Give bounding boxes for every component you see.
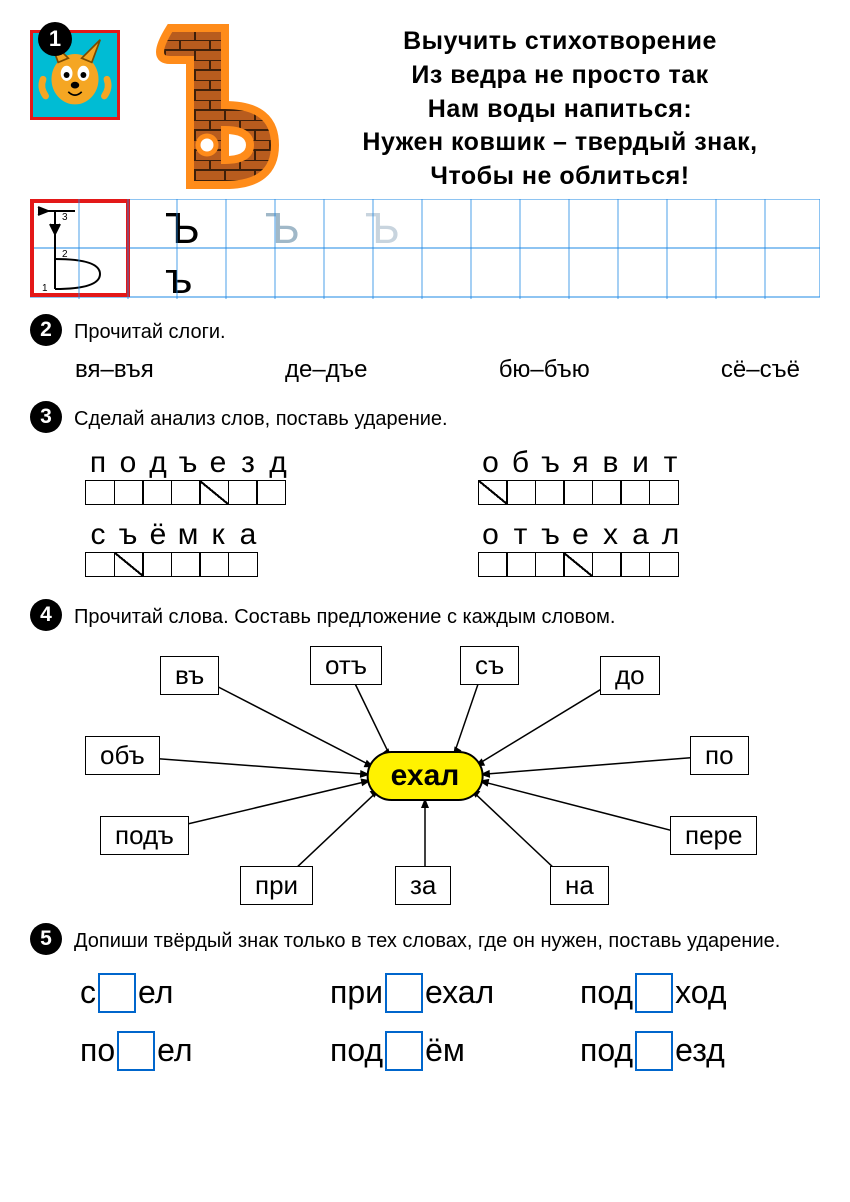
blank-box[interactable]	[635, 1031, 673, 1071]
blank-box[interactable]	[635, 973, 673, 1013]
prefix-box: отъ	[310, 646, 382, 685]
prefix-box: пере	[670, 816, 757, 855]
task-text: Прочитай слоги.	[74, 314, 226, 346]
task-2: 2 Прочитай слоги. вя–въя де–дъе бю–бъю с…	[30, 314, 820, 389]
fillin-word: подём	[330, 1031, 550, 1071]
syllables-row: вя–въя де–дъе бю–бъю сё–съё	[30, 346, 820, 389]
prefix-box: подъ	[100, 816, 189, 855]
prefix-box: въ	[160, 656, 219, 695]
fillin-word: подезд	[580, 1031, 800, 1071]
blank-box[interactable]	[117, 1031, 155, 1071]
syllable: де–дъе	[285, 356, 368, 384]
task-text: Сделай анализ слов, поставь ударение.	[74, 401, 448, 433]
prefix-box: съ	[460, 646, 519, 685]
task-number-1: 1	[38, 22, 72, 56]
task-number-2: 2	[30, 314, 62, 346]
word-diagram: ехал въ отъ съ до объ по подъ пере при за на	[30, 641, 820, 911]
task-number-5: 5	[30, 923, 62, 955]
fillin-word: подход	[580, 973, 800, 1013]
task-3: 3 Сделай анализ слов, поставь ударение. …	[30, 401, 820, 587]
syllable: сё–съё	[721, 356, 800, 384]
letter-illustration	[135, 20, 285, 190]
diagram-center: ехал	[367, 751, 484, 801]
syllable: бю–бъю	[499, 356, 590, 384]
blank-box[interactable]	[385, 973, 423, 1013]
prefix-box: на	[550, 866, 609, 905]
analysis-word: отъехал	[478, 520, 791, 577]
fillin-word: сел	[80, 973, 300, 1013]
prefix-box: по	[690, 736, 749, 775]
prefix-box: объ	[85, 736, 160, 775]
poem-line: Нам воды напиться:	[300, 93, 820, 127]
poem-line: Выучить стихотворение	[300, 25, 820, 59]
task-5: 5 Допиши твёрдый знак только в тех слова…	[30, 923, 820, 1081]
prefix-box: за	[395, 866, 451, 905]
task-number-3: 3	[30, 401, 62, 433]
header-section: Выучить стихотворение Из ведра не просто…	[30, 20, 820, 194]
fillin-word: приехал	[330, 973, 550, 1013]
poem-line: Чтобы не облиться!	[300, 160, 820, 194]
task-number-4: 4	[30, 599, 62, 631]
task-text: Допиши твёрдый знак только в тех словах,…	[74, 923, 780, 955]
analysis-word: съёмка	[85, 520, 398, 577]
analysis-grid: подъезд объявит съёмка отъехал	[30, 433, 820, 587]
analysis-word: объявит	[478, 448, 791, 505]
writing-grid: 3 2 1 Ъ ъ Ъ Ъ	[30, 199, 820, 299]
prefix-box: до	[600, 656, 660, 695]
analysis-word: подъезд	[85, 448, 398, 505]
fillin-grid: сел приехал подход поел подём подезд	[30, 955, 820, 1081]
poem-text: Выучить стихотворение Из ведра не просто…	[300, 25, 820, 194]
poem-line: Нужен ковшик – твердый знак,	[300, 126, 820, 160]
task-4: 4 Прочитай слова. Составь предложение с …	[30, 599, 820, 911]
task-text: Прочитай слова. Составь предложение с ка…	[74, 599, 615, 631]
blank-box[interactable]	[98, 973, 136, 1013]
blank-box[interactable]	[385, 1031, 423, 1071]
poem-line: Из ведра не просто так	[300, 59, 820, 93]
fillin-word: поел	[80, 1031, 300, 1071]
syllable: вя–въя	[75, 356, 154, 384]
prefix-box: при	[240, 866, 313, 905]
